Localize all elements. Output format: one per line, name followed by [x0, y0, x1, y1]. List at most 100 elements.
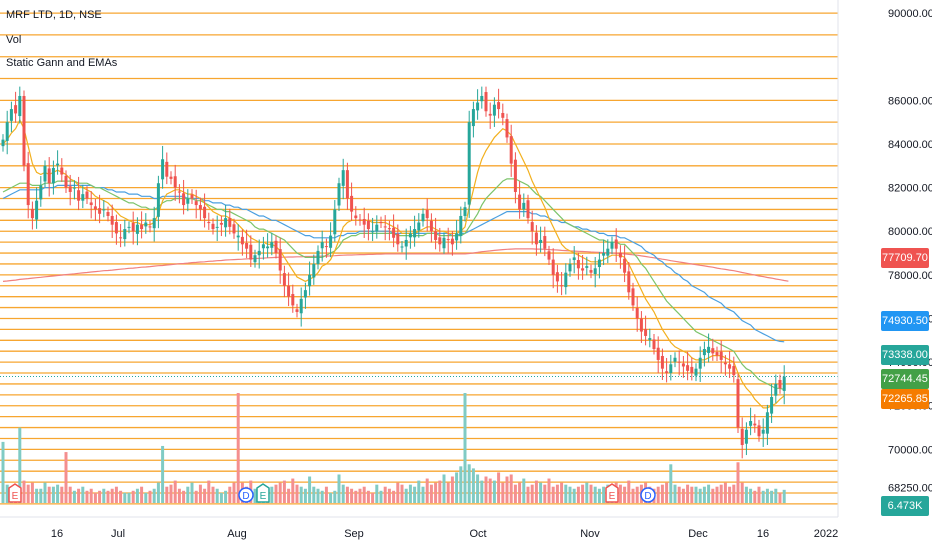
candle-body: [576, 260, 580, 269]
candle-body: [81, 194, 85, 201]
candle-body: [669, 364, 673, 374]
volume-bar: [707, 484, 711, 503]
candle-body: [555, 272, 559, 282]
candle-body: [165, 161, 169, 177]
x-tick-label: Aug: [227, 528, 247, 540]
volume-bar: [618, 484, 622, 503]
volume-bar: [711, 488, 715, 503]
candle-body: [614, 239, 618, 249]
volume-bar: [198, 484, 202, 503]
volume-bar: [749, 488, 753, 503]
candle-body: [30, 208, 34, 219]
candle-body: [173, 176, 177, 188]
candle-body: [778, 380, 782, 389]
symbol-legend[interactable]: MRF LTD, 1D, NSE: [6, 9, 102, 21]
volume-bar: [114, 486, 118, 503]
candle-body: [698, 357, 702, 369]
candle-body: [438, 237, 442, 245]
dividend-circle: [640, 487, 656, 503]
candle-body: [782, 376, 786, 391]
x-tick-label: 2022: [814, 528, 838, 540]
candle-body: [404, 239, 408, 247]
volume-bar: [161, 445, 165, 503]
volume-bar: [375, 484, 379, 503]
dividend-marker[interactable]: D: [640, 487, 656, 503]
volume-bar: [68, 486, 72, 503]
volume-bar: [354, 490, 358, 503]
volume-bar: [715, 486, 719, 503]
candle-body: [732, 366, 736, 376]
earnings-marker[interactable]: E: [605, 483, 619, 503]
candle-body: [316, 250, 320, 264]
candle-body: [102, 209, 106, 211]
candle-body: [534, 232, 538, 245]
volume-bar: [438, 480, 442, 503]
candle-body: [106, 212, 110, 216]
candle-body: [308, 274, 312, 287]
candle-body: [513, 159, 517, 192]
volume-legend[interactable]: Vol: [6, 34, 22, 46]
candle-body: [270, 242, 274, 248]
volume-bar: [123, 492, 127, 503]
candle-body: [291, 294, 295, 306]
candle-body: [450, 238, 454, 245]
volume-bar: [425, 478, 429, 503]
candle-body: [350, 195, 354, 212]
volume-bar: [396, 482, 400, 503]
indicator-legend[interactable]: Static Gann and EMAs: [6, 57, 118, 69]
candle-body: [560, 285, 564, 287]
candle-body: [240, 236, 244, 245]
candle-body: [9, 109, 13, 121]
volume-bar: [320, 490, 324, 503]
volume-bar: [127, 492, 131, 503]
candle-body: [597, 259, 601, 268]
y-tick-label: 86000.00: [888, 95, 932, 107]
candle-body: [156, 183, 160, 217]
volume-bar: [383, 486, 387, 503]
volume-bar: [64, 452, 68, 503]
event-marker-label: E: [260, 491, 267, 502]
candle-body: [362, 219, 366, 225]
x-tick-label: Jul: [111, 528, 125, 540]
volume-bar: [484, 476, 488, 503]
volume-bar: [224, 490, 228, 503]
volume-bar: [379, 490, 383, 503]
candle-body: [757, 425, 761, 437]
candle-body: [72, 187, 76, 189]
candle-body: [744, 429, 748, 444]
candle-body: [219, 222, 223, 225]
candle-body: [627, 271, 631, 293]
candle-body: [774, 383, 778, 396]
volume-bar: [392, 490, 396, 503]
candle-body: [589, 270, 593, 273]
candle-body: [392, 227, 396, 238]
candle-body: [635, 308, 639, 319]
candle-body: [375, 224, 379, 232]
volume-bar: [555, 484, 559, 503]
candle-body: [287, 285, 291, 297]
earnings-marker[interactable]: E: [8, 483, 22, 503]
last-price-tag: 73338.00: [881, 345, 929, 365]
volume-bar: [404, 488, 408, 503]
candle-body: [299, 298, 303, 314]
candle-body: [606, 248, 610, 256]
candle-body: [127, 226, 131, 228]
candle-body: [161, 159, 165, 180]
candle-body: [652, 339, 656, 350]
time-axis[interactable]: 16 Jul Aug Sep Oct Nov Dec 16 2022: [51, 528, 838, 540]
candle-body: [656, 347, 660, 360]
candle-body: [719, 351, 723, 360]
candle-body: [631, 288, 635, 306]
volume-bar: [190, 482, 194, 503]
candle-body: [644, 328, 648, 336]
candle-body: [358, 219, 362, 221]
candle-body: [274, 240, 278, 254]
y-tick-label: 68250.00: [888, 483, 932, 495]
earnings-marker[interactable]: E: [256, 483, 270, 503]
volume-bar: [497, 472, 501, 503]
candle-body: [429, 220, 433, 232]
dividend-marker[interactable]: D: [238, 487, 254, 503]
candle-body: [413, 229, 417, 238]
